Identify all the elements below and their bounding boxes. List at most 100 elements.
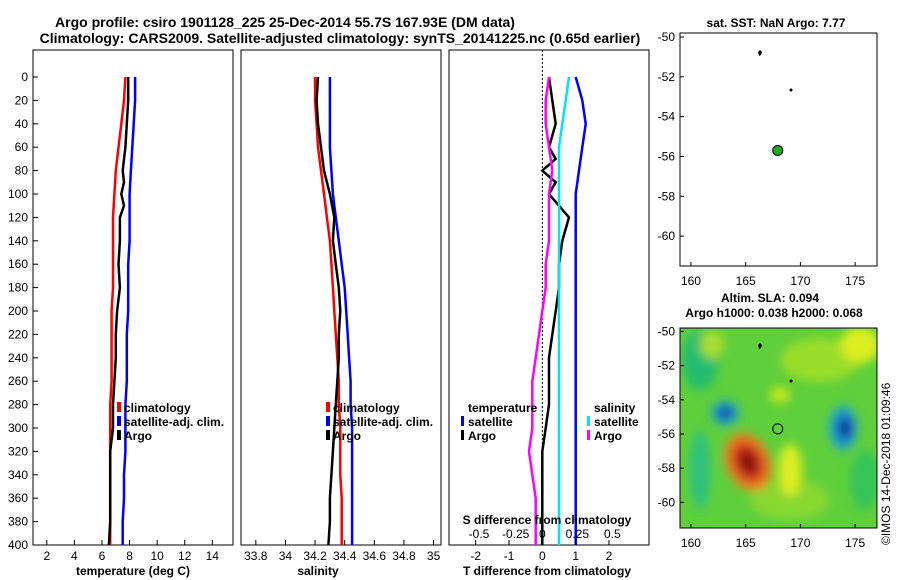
difference-legend: temperature satellite Argo salinity sate… xyxy=(461,401,639,443)
difference-plot-area xyxy=(527,50,587,545)
depth-tick-label: 100 xyxy=(8,187,28,201)
series-line-satellite-adj-clim- xyxy=(121,77,137,545)
argo-position-marker xyxy=(772,144,784,156)
latitude-tick-label: -52 xyxy=(658,70,676,84)
x-tick-label: 35 xyxy=(427,549,441,563)
x-tick-label: 8 xyxy=(126,549,133,563)
island-shape xyxy=(758,50,762,56)
figure-title-line1: Argo profile: csiro 1901128_225 25-Dec-2… xyxy=(55,14,515,30)
legend-swatch-salinity-satellite xyxy=(587,416,590,426)
temperature-axis-label: temperature (deg C) xyxy=(76,564,190,578)
sla-feature xyxy=(838,416,852,440)
t-difference-x-axis: -2 -1 0 1 2 xyxy=(470,540,613,563)
sla-heatmap xyxy=(680,328,877,528)
depth-tick-label: 340 xyxy=(8,468,28,482)
depth-tick-label: 400 xyxy=(8,538,28,552)
latitude-tick-label: -60 xyxy=(658,495,676,509)
s-difference-tick-label: -0.5 xyxy=(469,527,490,541)
sla-feature xyxy=(750,480,830,520)
depth-tick-label: 0 xyxy=(21,70,28,84)
legend-swatch-climatology xyxy=(326,402,330,412)
salinity-x-axis: 33.8 34 34.2 34.4 34.6 34.8 35 xyxy=(244,540,441,563)
depth-tick-label: 200 xyxy=(8,304,28,318)
legend-swatch-climatology xyxy=(117,402,121,412)
latitude-tick-label: -50 xyxy=(658,324,676,338)
latitude-tick-label: -50 xyxy=(658,30,676,44)
legend-label-climatology: climatology xyxy=(124,401,191,415)
temperature-profile-panel: 0 20 40 60 80 100 120 140 160 180 200 220 240 260 280 3… xyxy=(8,49,234,578)
legend-swatch-argo xyxy=(326,430,330,440)
depth-tick-label: 80 xyxy=(15,164,29,178)
longitude-tick-label: 160 xyxy=(681,274,701,288)
sla-feature xyxy=(690,430,710,510)
depth-tick-label: 220 xyxy=(8,327,28,341)
depth-tick-label: 20 xyxy=(15,93,29,107)
legend-label-temperature-argo: Argo xyxy=(468,429,496,443)
sla-feature xyxy=(700,331,724,359)
island-shape xyxy=(789,88,793,92)
longitude-tick-label: 170 xyxy=(790,536,810,550)
legend-label-salinity-argo: Argo xyxy=(594,429,622,443)
legend-label-temperature-satellite: satellite xyxy=(468,415,513,429)
x-tick-label: 14 xyxy=(206,549,220,563)
temperature-x-axis: 2 4 6 8 10 12 14 xyxy=(43,540,219,563)
depth-tick-label: 180 xyxy=(8,281,28,295)
depth-tick-label: 240 xyxy=(8,351,28,365)
depth-tick-label: 380 xyxy=(8,515,28,529)
sla-feature xyxy=(740,452,756,472)
x-tick-label: 12 xyxy=(178,549,192,563)
legend-swatch-argo xyxy=(117,430,121,440)
legend-title-salinity: salinity xyxy=(594,401,636,415)
legend-swatch-salinity-argo xyxy=(587,430,590,440)
x-tick-label: -1 xyxy=(504,549,515,563)
x-tick-label: 33.8 xyxy=(244,549,268,563)
latitude-tick-label: -54 xyxy=(658,110,676,124)
sst-map-plot-area xyxy=(772,144,784,156)
depth-tick-label: 140 xyxy=(8,234,28,248)
x-tick-label: 6 xyxy=(99,549,106,563)
coastline-islands xyxy=(758,50,793,92)
x-tick-label: 1 xyxy=(572,549,579,563)
longitude-tick-label: 175 xyxy=(845,536,865,550)
watermark: ©IMOS 14-Dec-2018 01:09:46 xyxy=(879,382,893,545)
x-tick-label: 2 xyxy=(43,549,50,563)
depth-tick-label: 320 xyxy=(8,444,28,458)
s-difference-tick-label: 0 xyxy=(539,527,546,541)
latitude-tick-label: -58 xyxy=(658,189,676,203)
salinity-profile-panel: 33.8 34 34.2 34.4 34.6 34.8 35 salinity climat… xyxy=(240,49,442,578)
latitude-tick-label: -58 xyxy=(658,461,676,475)
sla-map-axes: 160 165 170 175 -50 -52 -54 -56 -58 -60 xyxy=(658,324,866,550)
series-line-salinity-satellite xyxy=(557,76,571,545)
depth-tick-label: 40 xyxy=(15,117,29,131)
longitude-tick-label: 175 xyxy=(845,274,865,288)
longitude-tick-label: 165 xyxy=(736,274,756,288)
legend-swatch-satellite-adj xyxy=(117,416,121,426)
longitude-tick-label: 160 xyxy=(681,536,701,550)
sla-feature xyxy=(840,328,877,363)
sst-map-panel: sat. SST: NaN Argo: 7.77 160 165 170 175 -50… xyxy=(658,16,878,288)
longitude-tick-label: 165 xyxy=(736,536,756,550)
temperature-plot-area xyxy=(107,76,137,546)
depth-tick-label: 280 xyxy=(8,398,28,412)
sst-map-axes: 160 165 170 175 -50 -52 -54 -56 -58 -60 xyxy=(658,30,866,288)
salinity-legend: climatology satellite-adj. clim. Argo xyxy=(326,401,433,443)
latitude-tick-label: -56 xyxy=(658,427,676,441)
legend-label-satellite-adj: satellite-adj. clim. xyxy=(124,415,224,429)
x-tick-label: -2 xyxy=(470,549,481,563)
depth-tick-label: 300 xyxy=(8,421,28,435)
depth-tick-label: 260 xyxy=(8,374,28,388)
s-difference-tick-label: -0.25 xyxy=(502,527,530,541)
s-difference-axis-label: S difference from climatology xyxy=(463,513,632,527)
t-difference-axis-label: T difference from climatology xyxy=(463,564,631,578)
legend-label-climatology: climatology xyxy=(333,401,400,415)
depth-tick-label: 160 xyxy=(8,257,28,271)
figure-title-line2: Climatology: CARS2009. Satellite-adjuste… xyxy=(40,30,641,46)
series-line-argo xyxy=(107,77,130,546)
depth-tick-label: 60 xyxy=(15,140,29,154)
series-line-argo xyxy=(315,76,342,546)
x-tick-label: 34.8 xyxy=(392,549,416,563)
sla-feature xyxy=(778,444,802,496)
temperature-legend: climatology satellite-adj. clim. Argo xyxy=(117,401,224,443)
depth-tick-label: 120 xyxy=(8,210,28,224)
sla-feature xyxy=(770,387,790,403)
